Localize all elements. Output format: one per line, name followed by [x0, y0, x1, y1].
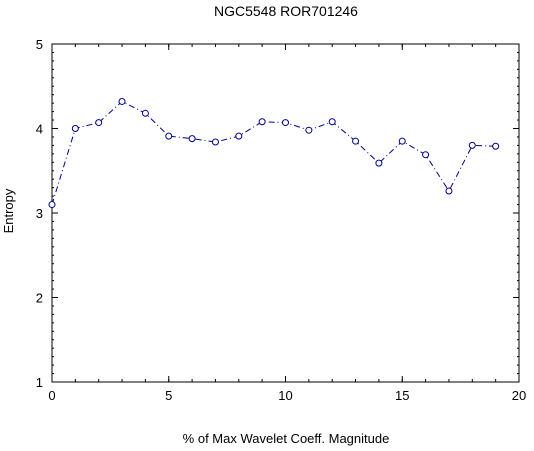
- data-point: [48, 201, 56, 209]
- x-axis: 0 5 10 15 20: [48, 44, 526, 403]
- data-point: [71, 125, 79, 132]
- plot-frame: [51, 43, 520, 383]
- data-point: [95, 119, 103, 127]
- x-tick-label: 5: [165, 388, 172, 403]
- y-tick-label: 4: [36, 122, 43, 137]
- y-tick-label: 3: [36, 206, 43, 221]
- data-point: [118, 97, 126, 105]
- x-tick-label: 10: [278, 388, 292, 403]
- data-point: [352, 137, 360, 145]
- data-point: [375, 159, 383, 167]
- data-point: [468, 141, 476, 149]
- data-point: [165, 132, 173, 140]
- y-tick-label: 2: [36, 291, 43, 306]
- data-point: [258, 118, 266, 126]
- data-series: [48, 97, 500, 209]
- y-tick-label: 1: [36, 375, 43, 390]
- data-point: [445, 187, 453, 195]
- data-point: [305, 126, 313, 134]
- x-tick-label: 15: [395, 388, 409, 403]
- y-axis-label: Entropy: [1, 188, 16, 233]
- x-axis-label: % of Max Wavelet Coeff. Magnitude: [183, 431, 390, 446]
- series-line: [51, 100, 496, 205]
- data-point: [141, 109, 149, 117]
- data-point: [235, 132, 243, 140]
- plot-border: [51, 43, 520, 383]
- data-point: [188, 135, 196, 143]
- data-point: [398, 137, 406, 145]
- data-point: [282, 119, 289, 127]
- y-tick-label: 5: [36, 37, 43, 52]
- x-tick-label: 20: [512, 388, 526, 403]
- data-point: [211, 138, 219, 146]
- data-point: [328, 118, 336, 126]
- data-point: [422, 151, 430, 159]
- chart-title: NGC5548 ROR701246: [214, 3, 358, 19]
- y-axis: 1 2 3 4 5: [36, 37, 519, 390]
- x-tick-label: 0: [48, 388, 55, 403]
- data-point: [492, 142, 500, 150]
